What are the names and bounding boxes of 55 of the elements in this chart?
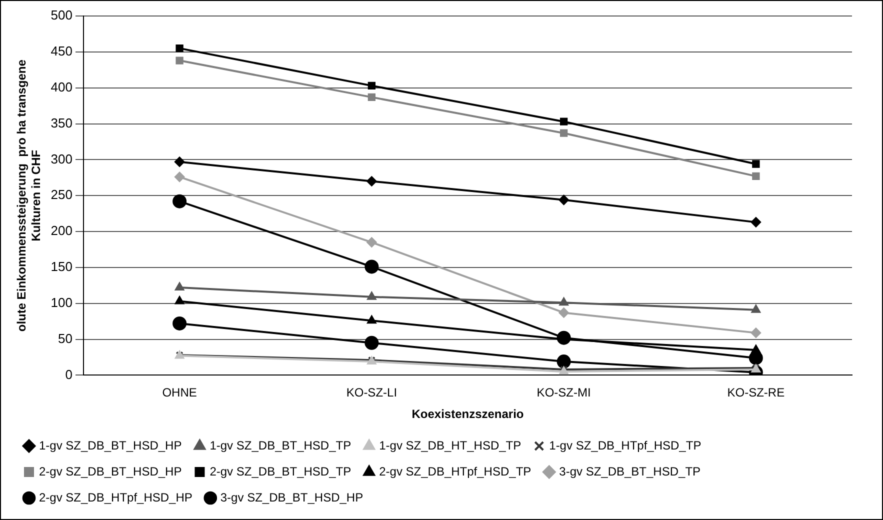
point (366, 176, 377, 186)
point (751, 304, 760, 313)
point (752, 172, 760, 180)
legend-label: 1-gv SZ_DB_HTpf_HSD_TP (549, 438, 702, 452)
point (174, 156, 185, 167)
y-tick-label: 500 (50, 8, 72, 23)
legend-label: 3-gv SZ_DB_BT_HSD_TP (559, 464, 701, 478)
x-axis-title: Koexistenzszenario (412, 407, 524, 422)
legend-label: 1-gv SZ_DB_BT_HSD_TP (210, 438, 352, 452)
y-tick-label: 50 (58, 330, 72, 346)
point (750, 328, 761, 338)
point (751, 345, 760, 354)
legend-label: 2-gv SZ_DB_BT_HSD_TP (210, 464, 352, 478)
point (750, 217, 761, 228)
point (364, 260, 379, 274)
x-tick-label: KO-SZ-MI (536, 386, 591, 400)
legend-label: 3-gv SZ_DB_BT_HSD_HP (220, 490, 364, 504)
point (176, 44, 184, 52)
point (172, 316, 187, 330)
y-tick-label: 300 (50, 151, 72, 166)
legend-label: 2-gv SZ_DB_HTpf_HSD_TP (379, 464, 532, 478)
point (560, 129, 568, 137)
legend-label: 1-gv SZ_DB_BT_HSD_HP (39, 438, 182, 452)
y-tick-label: 150 (50, 259, 72, 274)
point (368, 82, 376, 90)
x-tick-label: KO-SZ-RE (727, 386, 785, 400)
point (174, 172, 185, 182)
point (366, 237, 377, 248)
point (367, 316, 376, 324)
y-tick-label: 400 (50, 79, 72, 94)
point (175, 282, 184, 291)
point (556, 354, 571, 369)
y-axis-title: olute Einkommenssteigerung pro ha transgene Kulturen in CHF (14, 59, 43, 332)
y-tick-label: 350 (50, 115, 72, 130)
point (752, 160, 760, 168)
point (367, 292, 376, 300)
point (368, 93, 376, 102)
point (558, 194, 569, 205)
point (364, 336, 379, 350)
y-tick-label: 450 (50, 44, 72, 58)
y-tick-label: 0 (65, 366, 72, 382)
point (559, 298, 568, 306)
legend-label: 2-gv SZ_DB_HTpf_HSD_HP (39, 490, 192, 504)
point (558, 308, 569, 318)
y-tick-label: 100 (50, 294, 72, 310)
legend-label: 2-gv SZ_DB_BT_HSD_HP (39, 464, 182, 478)
point (560, 118, 568, 126)
point (175, 296, 184, 304)
x-tick-label: KO-SZ-LI (346, 386, 398, 400)
legend-label: 1-gv SZ_DB_HT_HSD_TP (379, 438, 522, 452)
y-tick-label: 200 (50, 223, 72, 238)
y-tick-label: 250 (50, 187, 72, 202)
point (176, 56, 184, 64)
point (172, 194, 187, 208)
x-tick-label: OHNE (162, 386, 197, 400)
